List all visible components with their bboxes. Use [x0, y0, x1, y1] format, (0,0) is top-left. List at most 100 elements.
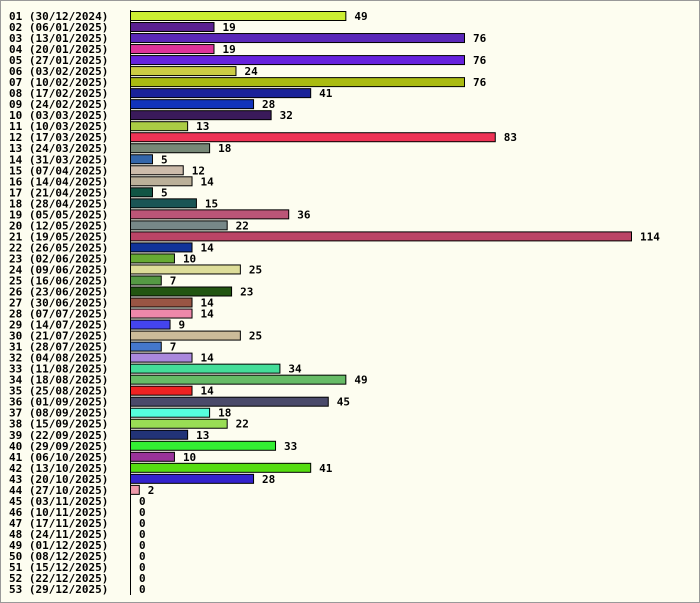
y-tick-label: 21 (19/05/2025) [9, 230, 108, 243]
value-label: 19 [223, 43, 236, 56]
bar [130, 11, 347, 21]
bar [130, 77, 465, 88]
y-tick-label: 18 (28/04/2025) [9, 197, 108, 210]
y-tick-label: 07 (10/02/2025) [9, 76, 108, 89]
value-label: 15 [205, 197, 218, 210]
bar [130, 176, 193, 187]
y-tick-label: 48 (24/11/2025) [9, 528, 108, 541]
y-tick-label: 31 (28/07/2025) [9, 341, 108, 354]
value-label: 14 [201, 385, 215, 398]
y-tick-label: 01 (30/12/2024) [9, 10, 108, 23]
y-tick-label: 35 (25/08/2025) [9, 385, 108, 398]
y-tick-label: 27 (30/06/2025) [9, 297, 108, 310]
value-label: 14 [201, 175, 215, 188]
value-label: 25 [249, 330, 262, 343]
bar [130, 209, 290, 220]
y-tick-label: 10 (03/03/2025) [9, 109, 108, 122]
y-tick-label: 45 (03/11/2025) [9, 495, 108, 508]
y-tick-label: 50 (08/12/2025) [9, 550, 108, 563]
value-label: 41 [319, 87, 333, 100]
value-label: 25 [249, 263, 262, 276]
bar [130, 198, 197, 209]
bar [130, 352, 193, 363]
y-tick-label: 08 (17/02/2025) [9, 87, 108, 100]
value-label: 5 [161, 153, 168, 166]
value-label: 5 [161, 186, 168, 199]
bar [130, 451, 175, 462]
y-tick-label: 47 (17/11/2025) [9, 517, 108, 530]
value-label: 22 [236, 219, 249, 232]
bar [130, 462, 312, 473]
y-tick-label: 04 (20/01/2025) [9, 43, 108, 56]
bar [130, 44, 215, 55]
value-label: 13 [196, 120, 209, 133]
value-label: 0 [139, 572, 146, 585]
y-tick-label: 17 (21/04/2025) [9, 186, 108, 199]
bar [130, 319, 171, 330]
value-label: 9 [179, 319, 186, 332]
y-tick-label: 16 (14/04/2025) [9, 175, 108, 188]
bar [130, 99, 255, 110]
y-tick-label: 46 (10/11/2025) [9, 506, 108, 519]
bar [130, 22, 215, 33]
y-tick-label: 26 (23/06/2025) [9, 286, 108, 299]
value-label: 32 [280, 109, 293, 122]
bar [130, 440, 277, 451]
value-label: 7 [170, 274, 177, 287]
bar [130, 429, 189, 440]
bar [130, 297, 193, 308]
bar [130, 132, 496, 143]
y-tick-label: 52 (22/12/2025) [9, 572, 108, 585]
bar [130, 33, 465, 44]
value-label: 2 [148, 484, 155, 497]
y-tick-label: 24 (09/06/2025) [9, 263, 108, 276]
y-tick-label: 39 (22/09/2025) [9, 429, 108, 442]
bar [130, 264, 241, 275]
value-label: 0 [139, 561, 146, 574]
value-label: 22 [236, 418, 249, 431]
value-label: 18 [218, 142, 231, 155]
bar [130, 330, 241, 341]
y-tick-label: 25 (16/06/2025) [9, 274, 108, 287]
y-tick-label: 22 (26/05/2025) [9, 241, 108, 254]
bar [130, 88, 312, 99]
y-tick-label: 40 (29/09/2025) [9, 440, 108, 453]
bar [130, 66, 237, 77]
value-label: 10 [183, 451, 196, 464]
value-label: 0 [139, 517, 146, 530]
value-label: 14 [201, 352, 215, 365]
y-tick-label: 51 (15/12/2025) [9, 561, 108, 574]
y-tick-label: 20 (12/05/2025) [9, 219, 108, 232]
bar [130, 286, 233, 297]
value-label: 19 [223, 21, 236, 34]
y-tick-label: 23 (02/06/2025) [9, 252, 108, 265]
bar [130, 165, 184, 176]
y-tick-label: 43 (20/10/2025) [9, 473, 108, 486]
value-label: 24 [244, 65, 258, 78]
bar [130, 231, 632, 242]
bar [130, 55, 465, 66]
value-label: 34 [288, 363, 302, 376]
y-tick-label: 15 (07/04/2025) [9, 164, 108, 177]
value-label: 14 [201, 297, 215, 310]
bar [130, 154, 153, 165]
y-tick-label: 36 (01/09/2025) [9, 396, 108, 409]
y-tick-label: 30 (21/07/2025) [9, 330, 108, 343]
value-label: 49 [354, 10, 367, 23]
value-label: 0 [139, 550, 146, 563]
value-label: 114 [640, 230, 660, 243]
bar [130, 253, 175, 264]
value-label: 49 [354, 374, 367, 387]
value-label: 10 [183, 252, 196, 265]
y-tick-label: 13 (24/03/2025) [9, 142, 108, 155]
value-label: 7 [170, 341, 177, 354]
bar [130, 418, 228, 429]
value-label: 76 [473, 54, 487, 67]
y-tick-label: 42 (13/10/2025) [9, 462, 108, 475]
value-label: 13 [196, 429, 209, 442]
bar [130, 473, 255, 484]
bar [130, 275, 162, 286]
bar [130, 121, 189, 132]
value-label: 0 [139, 495, 146, 508]
